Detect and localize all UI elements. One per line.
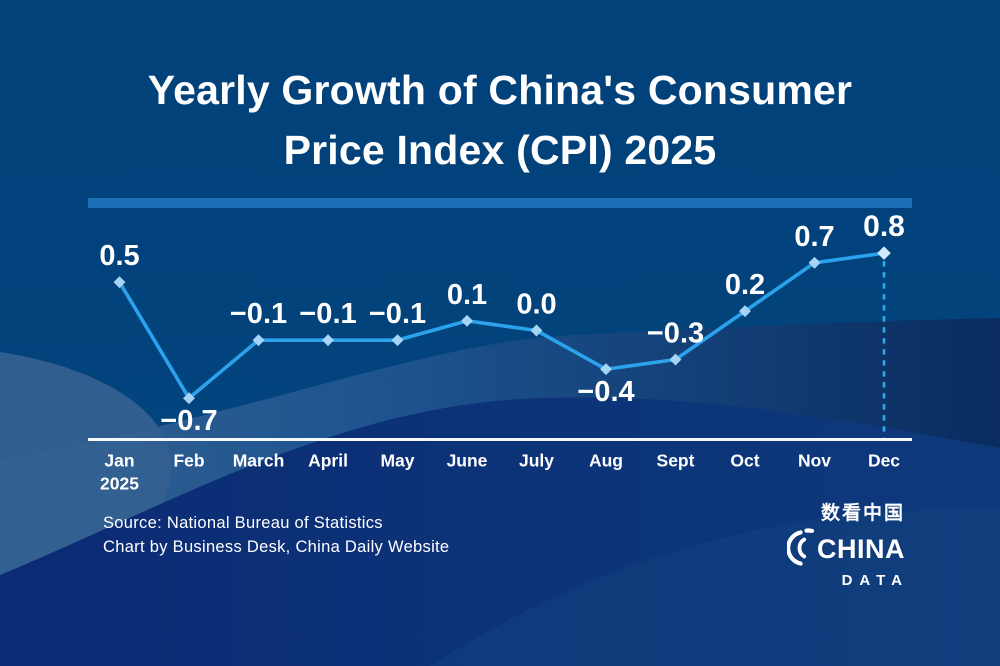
data-point-label: 0.2 bbox=[725, 269, 765, 301]
chart-title-line1: Yearly Growth of China's Consumer bbox=[147, 67, 853, 113]
x-axis-tick-label: April bbox=[308, 451, 348, 471]
data-point-label: −0.1 bbox=[299, 298, 356, 330]
chart-title-line2: Price Index (CPI) 2025 bbox=[283, 127, 717, 173]
logo-chinese-text: 数看中国 bbox=[820, 503, 905, 524]
x-axis-tick-label: Dec bbox=[868, 451, 900, 471]
x-axis-tick-label: Feb bbox=[173, 451, 204, 471]
title-divider bbox=[88, 198, 912, 208]
data-point-marker bbox=[530, 324, 543, 337]
data-point-marker bbox=[669, 353, 682, 366]
footer: Source: National Bureau of Statistics Ch… bbox=[103, 512, 449, 559]
x-axis-tick-label: July bbox=[519, 451, 554, 471]
source-note: Source: National Bureau of Statistics bbox=[103, 514, 383, 532]
credit-note: Chart by Business Desk, China Daily Webs… bbox=[103, 537, 450, 556]
x-axis-tick-label: May bbox=[380, 451, 414, 471]
logo-data-text: DATA bbox=[841, 572, 909, 589]
china-data-logo: 数看中国 CHINA DATA bbox=[765, 503, 905, 589]
logo-arcs-icon bbox=[787, 528, 815, 566]
data-point-label: −0.7 bbox=[160, 405, 217, 437]
x-axis-tick-label: Aug bbox=[589, 451, 623, 471]
data-point-marker bbox=[808, 256, 821, 269]
logo-main-row: CHINA bbox=[787, 526, 905, 572]
data-point-label: 0.7 bbox=[794, 221, 834, 253]
data-point-marker bbox=[322, 334, 334, 347]
data-point-label: 0.8 bbox=[863, 210, 905, 243]
x-axis-tick-label: Oct bbox=[730, 451, 759, 471]
data-point-label: 0.0 bbox=[516, 289, 556, 321]
data-point-label: −0.4 bbox=[577, 376, 634, 408]
x-axis-tick-label: June bbox=[447, 451, 488, 471]
data-point-label: −0.3 bbox=[647, 318, 704, 350]
cpi-series-line bbox=[117, 251, 886, 400]
data-point-marker bbox=[391, 334, 404, 347]
data-point-label: −0.1 bbox=[230, 298, 287, 330]
data-point-label: −0.1 bbox=[369, 298, 426, 330]
data-point-marker bbox=[461, 314, 473, 327]
data-point-label: 0.5 bbox=[99, 240, 139, 272]
x-axis-tick-label: Sept bbox=[657, 451, 695, 471]
logo-china-text: CHINA bbox=[817, 534, 905, 564]
chart-title: Yearly Growth of China's Consumer Price … bbox=[50, 60, 950, 180]
data-point-label: 0.1 bbox=[447, 279, 487, 311]
x-axis-tick-label: Jan bbox=[104, 451, 134, 471]
data-point-marker bbox=[877, 246, 891, 260]
x-axis-year-label: 2025 bbox=[100, 474, 139, 494]
x-axis-tick-label: March bbox=[233, 451, 285, 471]
data-point-marker bbox=[252, 334, 265, 347]
background-wave-bottom bbox=[430, 509, 1000, 666]
data-point-marker bbox=[739, 305, 751, 318]
x-axis-tick-label: Nov bbox=[798, 451, 831, 471]
